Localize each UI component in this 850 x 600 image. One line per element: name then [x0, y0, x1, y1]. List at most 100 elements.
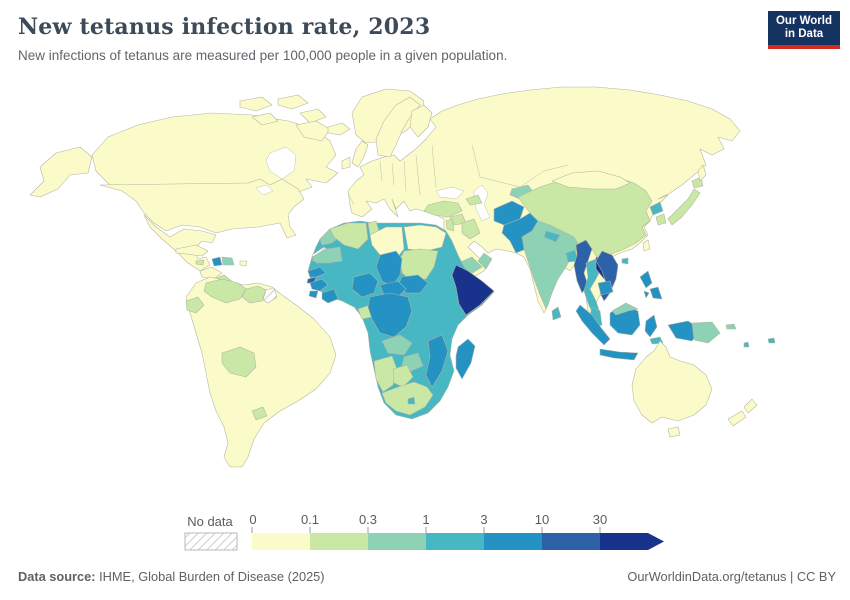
legend-tick-label: 0.1 — [301, 512, 319, 527]
country-vanuatu[interactable] — [743, 341, 750, 348]
color-legend: No data 0 0.1 0.3 1 3 10 30 — [184, 512, 664, 551]
country-jordan-israel[interactable] — [445, 218, 455, 232]
country-madagascar[interactable] — [455, 338, 476, 380]
country-senegal[interactable] — [307, 266, 327, 278]
country-turkey[interactable] — [423, 200, 463, 218]
legend-swatch-3[interactable] — [426, 533, 484, 550]
country-mongolia[interactable] — [551, 170, 631, 190]
country-south-africa[interactable] — [381, 381, 434, 416]
country-guinea[interactable] — [309, 278, 329, 292]
country-guatemala[interactable] — [199, 266, 223, 280]
country-solomon-islands[interactable] — [725, 323, 737, 330]
country-hainan[interactable] — [621, 257, 629, 265]
hudson-bay — [265, 146, 297, 180]
great-lakes — [255, 184, 274, 196]
legend-tick-label: 1 — [422, 512, 429, 527]
country-caucasus[interactable] — [465, 194, 483, 206]
country-botswana[interactable] — [392, 364, 414, 388]
arctic-island[interactable] — [299, 108, 327, 124]
data-source-text: IHME, Global Burden of Disease (2025) — [95, 569, 325, 584]
country-lesotho[interactable] — [407, 396, 416, 405]
country-indonesia-sulawesi[interactable] — [644, 314, 658, 338]
country-baffin-island[interactable] — [295, 120, 331, 142]
country-dr-congo[interactable] — [367, 292, 413, 338]
country-puerto-rico[interactable] — [239, 260, 248, 267]
country-somalia[interactable] — [451, 264, 495, 316]
country-sakhalin[interactable] — [697, 164, 707, 182]
page-title: New tetanus infection rate, 2023 — [18, 14, 431, 40]
country-zambia[interactable] — [381, 334, 413, 356]
country-french-guiana[interactable] — [262, 287, 278, 304]
country-nigeria[interactable] — [351, 272, 379, 298]
owid-logo[interactable]: Our World in Data — [768, 11, 840, 49]
country-haiti[interactable] — [211, 256, 223, 267]
country-usa[interactable] — [99, 178, 305, 239]
country-fiji[interactable] — [767, 337, 776, 344]
owid-logo-box: Our World in Data — [768, 11, 840, 45]
no-data-swatch[interactable] — [184, 532, 238, 551]
world-choropleth-map[interactable] — [0, 80, 850, 505]
country-namibia[interactable] — [373, 355, 398, 393]
legend-swatch-2[interactable] — [368, 533, 426, 550]
country-iraq[interactable] — [461, 218, 481, 240]
country-philippines[interactable] — [649, 286, 663, 300]
arctic-island[interactable] — [251, 112, 279, 126]
country-nepal[interactable] — [543, 230, 561, 243]
arctic-island[interactable] — [239, 96, 273, 112]
country-united-kingdom[interactable] — [351, 140, 369, 168]
country-dominican-republic[interactable] — [221, 256, 235, 266]
country-australia-tasmania[interactable] — [667, 426, 681, 438]
chart-footer: Data source: IHME, Global Burden of Dise… — [18, 569, 836, 584]
country-philippines[interactable] — [639, 270, 653, 289]
arctic-island[interactable] — [277, 94, 309, 110]
country-sierra-leone[interactable] — [308, 290, 319, 299]
owid-logo-accent — [768, 45, 840, 49]
country-australia[interactable] — [631, 340, 713, 424]
country-japan[interactable] — [667, 188, 701, 226]
country-venezuela[interactable] — [203, 278, 247, 304]
country-bolivia[interactable] — [221, 346, 257, 378]
country-chad[interactable] — [375, 250, 403, 288]
country-taiwan[interactable] — [642, 239, 651, 252]
country-vietnam[interactable] — [595, 250, 619, 302]
country-scandinavia[interactable] — [375, 96, 421, 158]
legend-tick-label: 30 — [593, 512, 607, 527]
country-ivory-coast[interactable] — [321, 288, 339, 304]
country-indonesia-java[interactable] — [599, 348, 639, 361]
country-ecuador[interactable] — [185, 296, 205, 314]
country-new-zealand-north[interactable] — [743, 398, 758, 414]
owid-logo-line2: in Data — [784, 28, 824, 40]
country-north-korea[interactable] — [649, 201, 664, 216]
country-guyana-suriname[interactable] — [241, 285, 267, 304]
country-oman[interactable] — [477, 252, 493, 270]
country-algeria[interactable] — [329, 222, 369, 250]
country-mauritania[interactable] — [311, 246, 343, 264]
country-central-african-republic[interactable] — [379, 280, 407, 298]
country-ireland[interactable] — [341, 156, 351, 170]
country-malaysia-borneo[interactable] — [611, 302, 639, 316]
country-egypt[interactable] — [403, 224, 447, 252]
country-jamaica[interactable] — [195, 259, 205, 266]
owid-url-license-link[interactable]: OurWorldinData.org/tetanus | CC BY — [627, 569, 836, 584]
country-cuba[interactable] — [175, 244, 209, 257]
continent-south-america[interactable] — [185, 276, 337, 468]
legend-swatch-1[interactable] — [310, 533, 368, 550]
country-papua-new-guinea[interactable] — [691, 321, 721, 344]
country-borders-europe — [347, 144, 569, 206]
legend-swatch-6-arrow[interactable] — [600, 533, 664, 550]
country-iceland[interactable] — [327, 122, 351, 136]
country-south-korea[interactable] — [655, 213, 667, 226]
legend-swatch-0[interactable] — [252, 533, 310, 550]
legend-swatch-4[interactable] — [484, 533, 542, 550]
country-cambodia[interactable] — [597, 280, 614, 296]
country-sri-lanka[interactable] — [551, 306, 562, 321]
country-indonesia-sumatra[interactable] — [575, 304, 611, 346]
country-finland[interactable] — [409, 104, 433, 138]
country-mozambique[interactable] — [425, 334, 449, 388]
country-philippines[interactable] — [643, 290, 650, 299]
country-new-zealand-south[interactable] — [727, 410, 747, 427]
country-india[interactable] — [521, 220, 581, 310]
legend-swatch-5[interactable] — [542, 533, 600, 550]
country-uruguay[interactable] — [251, 406, 268, 421]
country-alaska[interactable] — [29, 146, 93, 198]
